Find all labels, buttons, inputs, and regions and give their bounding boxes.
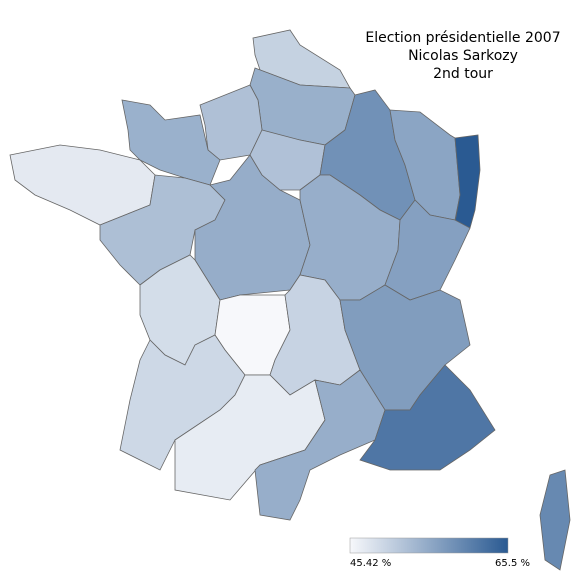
title-line: 2nd tour (433, 66, 493, 82)
region (174, 374, 326, 501)
legend-max: 65.5 % (495, 558, 530, 569)
region (254, 369, 386, 521)
region (384, 199, 471, 301)
regions (9, 29, 571, 571)
region (454, 134, 481, 229)
legend-gradient (349, 537, 509, 554)
region (359, 364, 496, 471)
legend-min: 45.42 % (350, 558, 391, 569)
title-line: Election présidentielle 2007 (365, 30, 560, 46)
region (539, 469, 571, 571)
title-line: Nicolas Sarkozy (408, 48, 518, 64)
